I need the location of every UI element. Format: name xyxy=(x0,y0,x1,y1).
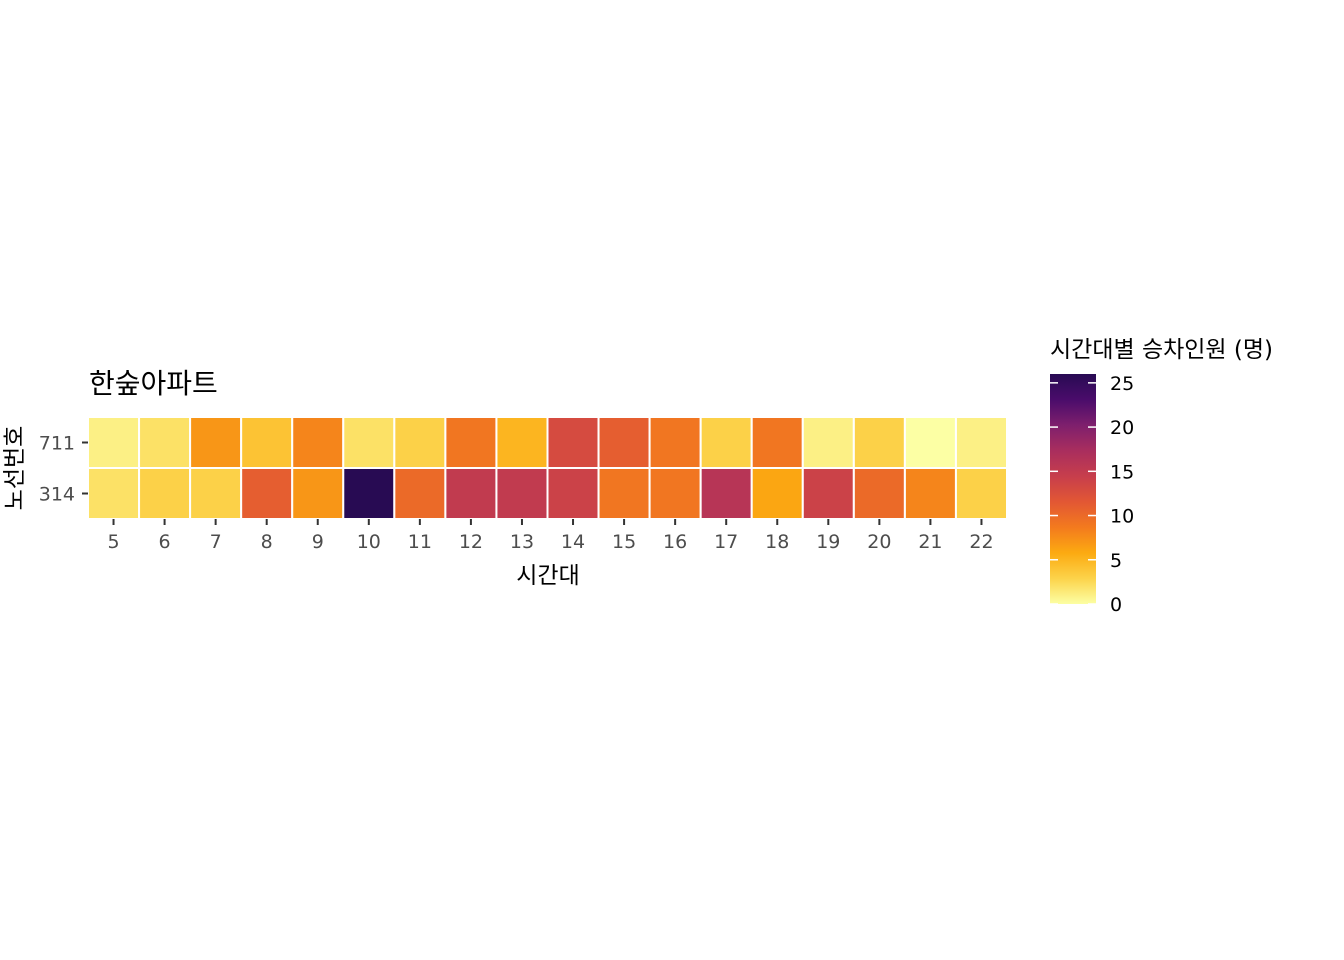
x-axis: 5 6 7 8 9 10 11 12 13 14 15 16 17 18 19 20 21 22 xyxy=(107,519,994,553)
heatmap-tile xyxy=(87,416,141,469)
heatmap-tile xyxy=(903,416,957,469)
legend-title: 시간대별 승차인원 (명) xyxy=(1050,337,1273,363)
heatmap-tile xyxy=(546,467,600,520)
heatmap-tile xyxy=(342,416,396,469)
y-axis: 711 314 xyxy=(39,433,88,506)
x-tick-label: 13 xyxy=(510,531,534,553)
x-axis-title: 시간대 xyxy=(516,563,579,589)
heatmap-tile xyxy=(954,416,1009,469)
x-tick-label: 12 xyxy=(459,531,483,553)
legend-ticks: 0 5 10 15 20 25 xyxy=(1050,373,1134,616)
heatmap-tile xyxy=(138,416,192,469)
legend-tick-label: 15 xyxy=(1110,461,1134,483)
heatmap-tile xyxy=(852,416,906,469)
heatmap-tiles xyxy=(87,416,1009,520)
chart-title: 한숲아파트 xyxy=(89,367,218,400)
legend-tick-label: 0 xyxy=(1110,594,1122,616)
x-tick-label: 8 xyxy=(261,531,273,553)
x-tick-label: 11 xyxy=(408,531,432,553)
heatmap-tile xyxy=(648,467,702,520)
legend-tick-label: 10 xyxy=(1110,506,1134,528)
x-tick-label: 7 xyxy=(210,531,222,553)
heatmap-tile xyxy=(240,467,294,520)
heatmap-tile xyxy=(138,467,192,520)
x-tick-label: 6 xyxy=(159,531,171,553)
legend-color-bar xyxy=(1050,374,1096,604)
heatmap-tile xyxy=(903,467,957,520)
heatmap-tile xyxy=(87,467,141,520)
heatmap-tile xyxy=(393,416,447,469)
heatmap-tile xyxy=(291,416,345,469)
heatmap-tile xyxy=(495,416,549,469)
heatmap-tile xyxy=(495,467,549,520)
heatmap-tile xyxy=(444,416,498,469)
x-tick-label: 16 xyxy=(663,531,687,553)
heatmap-tile xyxy=(189,467,243,520)
x-tick-label: 14 xyxy=(561,531,585,553)
heatmap-tile xyxy=(393,467,447,520)
x-tick-label: 5 xyxy=(107,531,119,553)
x-tick-label: 22 xyxy=(969,531,993,553)
x-tick-label: 18 xyxy=(765,531,789,553)
x-tick-label: 10 xyxy=(357,531,381,553)
legend-tick-label: 5 xyxy=(1110,550,1122,572)
heatmap-tile xyxy=(597,416,651,469)
heatmap-tile xyxy=(444,467,498,520)
heatmap-tile xyxy=(699,416,753,469)
heatmap-tile xyxy=(342,467,396,520)
heatmap-tile xyxy=(189,416,243,469)
x-tick-label: 17 xyxy=(714,531,738,553)
legend-tick-label: 25 xyxy=(1110,373,1134,395)
legend-tick-label: 20 xyxy=(1110,417,1134,439)
heatmap-tile xyxy=(240,416,294,469)
heatmap-tile xyxy=(648,416,702,469)
heatmap-tile xyxy=(852,467,906,520)
heatmap-tile xyxy=(801,467,855,520)
y-tick-label: 314 xyxy=(39,484,75,506)
x-tick-label: 15 xyxy=(612,531,636,553)
y-tick-label: 711 xyxy=(39,433,75,455)
heatmap-tile xyxy=(546,416,600,469)
heatmap-tile xyxy=(750,416,804,469)
heatmap-tile xyxy=(699,467,753,520)
x-tick-label: 21 xyxy=(918,531,942,553)
heatmap-tile xyxy=(597,467,651,520)
heatmap-tile xyxy=(750,467,804,520)
y-axis-title: 노선번호 xyxy=(2,426,28,511)
x-tick-label: 19 xyxy=(816,531,840,553)
x-tick-label: 20 xyxy=(867,531,891,553)
heatmap-tile xyxy=(801,416,855,469)
color-legend: 0 5 10 15 20 25 xyxy=(1050,373,1134,616)
heatmap-tile xyxy=(291,467,345,520)
x-tick-label: 9 xyxy=(312,531,324,553)
heatmap-tile xyxy=(954,467,1009,520)
